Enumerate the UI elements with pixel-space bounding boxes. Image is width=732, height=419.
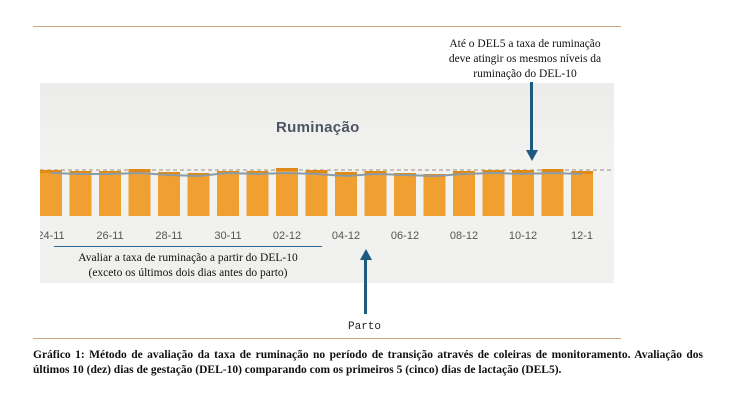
bar-08-12: [453, 171, 475, 216]
bar-top-24-11: [40, 170, 62, 173]
chart-photo: Ruminação 24-11 26-11 28-11 30-11 02-12 04-12…: [40, 83, 614, 283]
caption-label: Gráfico 1:: [33, 349, 85, 361]
bar-07-12: [423, 174, 446, 216]
bar-top-10-12: [512, 170, 534, 173]
bar-04-12: [335, 172, 357, 216]
bar-24-11: [40, 170, 62, 216]
x-tick-label: 28-11: [155, 230, 183, 242]
bar-top-25-11: [69, 171, 92, 174]
x-tick-label: 06-12: [390, 230, 420, 242]
bar-top-05-12: [364, 171, 387, 174]
annotation-top-line-2: deve atingir os mesmos níveis da: [448, 53, 602, 65]
annotation-top: Até o DEL5 a taxa de ruminação deve atin…: [430, 37, 620, 82]
rumination-chart: [40, 168, 614, 216]
x-tick-label: 04-12: [331, 230, 361, 242]
bar-top-11-12: [541, 169, 564, 172]
x-tick-label: 10-12: [508, 230, 538, 242]
bar-top-27-11: [128, 169, 151, 172]
bar-top-01-12: [246, 171, 269, 174]
rumination-line: [50, 171, 583, 178]
annotation-bottom-line-2: (exceto os últimos dois dias antes do pa…: [88, 267, 288, 279]
bar-28-11: [158, 172, 180, 216]
bar-06-12: [394, 173, 416, 216]
bar-top-12-1: [571, 171, 593, 174]
caption-text: Método de avaliação da taxa de ruminação…: [33, 349, 704, 376]
bar-10-12: [512, 170, 534, 216]
bar-12-1: [571, 171, 593, 216]
top-rule: [33, 26, 621, 27]
annotation-top-line-1: Até o DEL5 a taxa de ruminação: [449, 38, 601, 50]
arrow-bottom-shaft: [364, 259, 367, 314]
bar-01-12: [246, 171, 269, 216]
bar-30-11: [217, 171, 239, 216]
annotation-bottom-line-1: Avaliar a taxa de ruminação a partir do …: [78, 252, 298, 264]
annotation-bottom: Avaliar a taxa de ruminação a partir do …: [54, 251, 322, 281]
bar-09-12: [482, 170, 505, 216]
parto-label: Parto: [348, 321, 382, 333]
bar-top-28-11: [158, 172, 180, 175]
arrow-top-shaft: [530, 82, 533, 152]
x-tick-label: 26-11: [96, 230, 124, 242]
x-tick-label: 08-12: [449, 230, 479, 242]
bar-top-02-12: [276, 168, 298, 171]
bar-top-09-12: [482, 170, 505, 173]
bar-02-12: [276, 168, 298, 216]
evaluation-underline: [54, 246, 322, 247]
bar-11-12: [541, 169, 564, 216]
arrow-down-icon: [525, 150, 538, 161]
bar-top-29-11: [187, 173, 210, 176]
bar-27-11: [128, 169, 151, 216]
bar-top-26-11: [99, 171, 121, 174]
arrow-up-icon: [359, 249, 372, 260]
chart-title: Ruminação: [276, 119, 360, 136]
bar-top-04-12: [335, 172, 357, 175]
bar-25-11: [69, 171, 92, 216]
bar-03-12: [305, 170, 328, 216]
bar-top-03-12: [305, 170, 328, 173]
x-tick-label: 02-12: [272, 230, 302, 242]
bottom-rule: [33, 338, 621, 339]
annotation-top-line-3: ruminação do DEL-10: [473, 68, 577, 80]
bar-05-12: [364, 171, 387, 216]
bar-top-08-12: [453, 171, 475, 174]
x-tick-label: 30-11: [214, 230, 242, 242]
bar-29-11: [187, 173, 210, 216]
bar-26-11: [99, 171, 121, 216]
x-tick-label: 12-1: [570, 230, 594, 242]
figure-caption: Gráfico 1: Método de avaliação da taxa d…: [33, 348, 703, 378]
x-tick-label: 24-11: [40, 230, 65, 242]
